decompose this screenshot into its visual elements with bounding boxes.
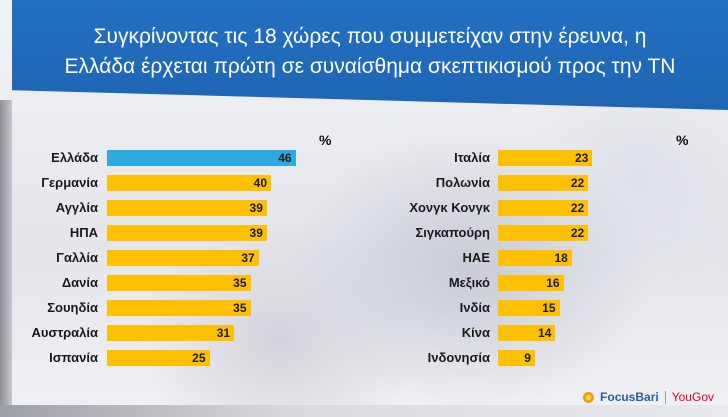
- bar: [498, 275, 564, 291]
- bar: [107, 175, 271, 191]
- category-label: Ισπανία: [49, 350, 98, 365]
- bar-value-label: 22: [570, 201, 585, 215]
- category-label: ΗΠΑ: [69, 225, 98, 240]
- category-label: Δανία: [61, 275, 98, 290]
- bar: [107, 225, 267, 241]
- slide-title: Συγκρίνοντας τις 18 χώρες που συμμετείχα…: [64, 25, 676, 78]
- bar-value-label: 15: [542, 301, 556, 315]
- yougov-logo: YouGov: [671, 390, 714, 404]
- percent-unit-label: %: [319, 132, 332, 148]
- bar: [107, 275, 251, 291]
- category-label: Γερμανία: [41, 175, 98, 190]
- category-label: Ιταλία: [454, 150, 490, 165]
- category-label: Αυστραλία: [31, 325, 98, 340]
- category-label: Σιγκαπούρη: [415, 225, 490, 240]
- bar: [498, 250, 572, 266]
- bottom-strip: [0, 405, 728, 417]
- bar: [107, 300, 251, 316]
- focusbari-logo-icon: [583, 391, 595, 403]
- title-banner: [12, 0, 728, 110]
- bar: [498, 350, 535, 366]
- logos: FocusBari YouGov: [583, 388, 714, 406]
- bar: [107, 250, 259, 266]
- category-label: Ελλάδα: [51, 150, 98, 165]
- category-label: ΗΑΕ: [462, 250, 490, 265]
- bar: [498, 200, 589, 216]
- category-label: Ινδονησία: [427, 350, 490, 365]
- bar-value-label: 9: [524, 351, 531, 365]
- category-label: Πολωνία: [435, 175, 490, 190]
- bar: [498, 325, 556, 341]
- category-label: Σουηδία: [47, 300, 98, 315]
- bar-value-label: 35: [233, 276, 247, 290]
- bar-value-label: 22: [570, 176, 585, 190]
- bar-value-label: 14: [538, 326, 552, 340]
- focusbari-logo: FocusBari: [600, 390, 659, 404]
- left-edge-shade: [0, 100, 12, 405]
- bar: [498, 175, 589, 191]
- bar: [498, 225, 589, 241]
- category-label: Χονγκ Κονγκ: [409, 200, 490, 215]
- logo-divider: [664, 390, 666, 404]
- category-label: Μεξικό: [448, 275, 490, 290]
- bar: [107, 350, 210, 366]
- category-label: Γαλλία: [56, 250, 98, 265]
- bar-value-label: 22: [570, 226, 585, 240]
- bar-value-label: 39: [249, 201, 263, 215]
- bar: [107, 325, 235, 341]
- percent-unit-label: %: [676, 132, 689, 148]
- category-label: Ινδία: [459, 300, 490, 315]
- bar-value-label: 25: [192, 351, 206, 365]
- bar: [498, 150, 593, 166]
- bar: [498, 300, 560, 316]
- bar-value-label: 40: [253, 176, 267, 190]
- bar-value-label: 18: [554, 251, 568, 265]
- bar: [107, 150, 296, 166]
- bar-value-label: 35: [233, 301, 247, 315]
- bar-value-label: 31: [216, 326, 231, 340]
- category-label: Κίνα: [461, 325, 490, 340]
- bar-value-label: 23: [574, 151, 589, 165]
- bar-value-label: 46: [278, 151, 292, 165]
- category-label: Αγγλία: [55, 200, 98, 215]
- bar: [107, 200, 267, 216]
- bar-value-label: 16: [546, 276, 560, 290]
- bar-value-label: 39: [249, 226, 263, 240]
- bar-value-label: 37: [241, 251, 255, 265]
